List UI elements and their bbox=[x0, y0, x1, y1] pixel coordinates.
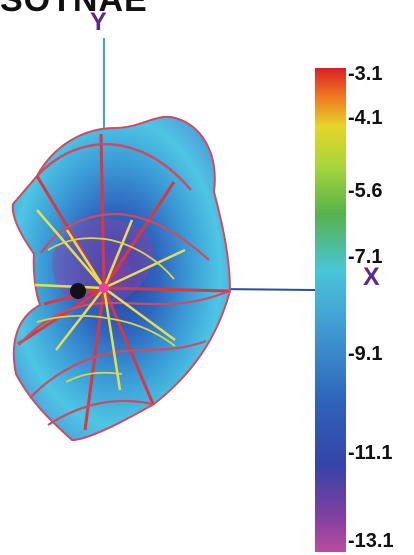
mesh-arc-yellow bbox=[65, 371, 123, 383]
mesh-arc-yellow bbox=[36, 315, 176, 347]
colorbar-tick: -4.1 bbox=[348, 107, 383, 129]
colorbar-tick: -5.6 bbox=[348, 180, 383, 202]
mesh-arc-red bbox=[47, 399, 153, 426]
mesh-line-yellow bbox=[36, 209, 105, 289]
colorbar-tick: -13.1 bbox=[348, 530, 394, 552]
mesh-line-red bbox=[102, 181, 176, 289]
origin-marker bbox=[99, 283, 109, 293]
colorbar-tick: -3.1 bbox=[348, 63, 383, 85]
colorbar-tick: -11.1 bbox=[348, 442, 393, 464]
mesh-line-red bbox=[99, 133, 106, 289]
mesh-arc-red bbox=[36, 143, 192, 191]
mesh-line-yellow bbox=[103, 248, 186, 290]
mesh-line-yellow bbox=[103, 286, 176, 342]
pattern-surface bbox=[11, 115, 232, 442]
mesh-line-yellow bbox=[102, 219, 134, 289]
colorbar bbox=[315, 68, 346, 552]
mesh-line-red bbox=[102, 287, 155, 405]
mesh-arc-red bbox=[29, 339, 207, 399]
mesh-line-yellow bbox=[34, 283, 105, 290]
x-axis-label: X bbox=[363, 263, 380, 291]
mesh-arc-red bbox=[40, 212, 210, 261]
black-marker bbox=[70, 283, 86, 299]
colorbar-tick: -9.1 bbox=[348, 343, 383, 365]
mesh-line-red bbox=[17, 286, 105, 346]
y-axis-label: Y bbox=[90, 8, 107, 36]
colorbar-tick: -7.1 bbox=[348, 246, 383, 268]
mesh-arc-yellow bbox=[47, 237, 175, 280]
mesh-line-red bbox=[103, 286, 230, 293]
mesh-arc-red bbox=[18, 289, 230, 346]
chart-title: SOTNAE bbox=[0, 0, 148, 19]
mesh-line-yellow bbox=[55, 287, 105, 351]
